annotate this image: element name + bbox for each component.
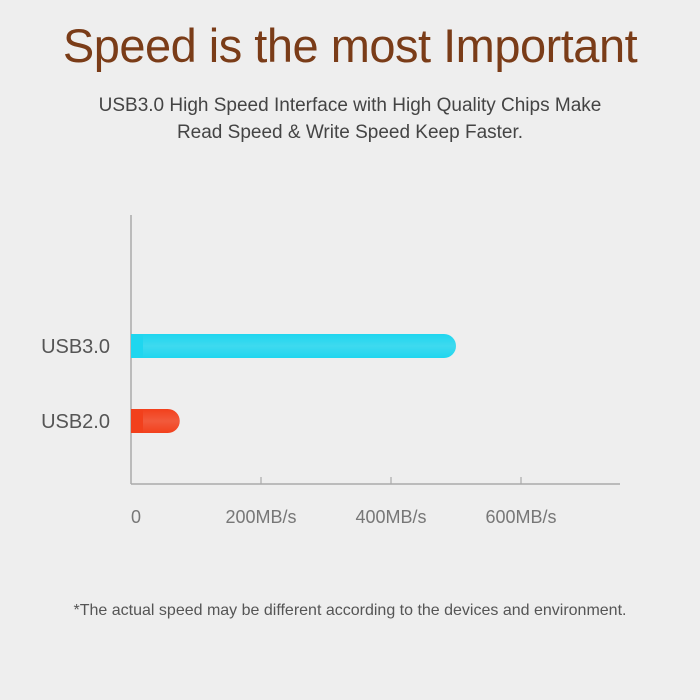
category-label: USB2.0 xyxy=(41,411,110,433)
x-tick-label: 600MB/s xyxy=(485,507,556,527)
subtitle: USB3.0 High Speed Interface with High Qu… xyxy=(0,92,700,146)
subtitle-line-2: Read Speed & Write Speed Keep Faster. xyxy=(176,122,524,143)
footnote: *The actual speed may be different accor… xyxy=(73,602,627,619)
headline: Speed is the most Important xyxy=(62,19,638,72)
bar-usb20 xyxy=(131,409,180,433)
x-tick-label: 200MB/s xyxy=(225,507,296,527)
x-tick-label: 0 xyxy=(131,507,141,527)
category-label: USB3.0 xyxy=(41,336,110,358)
x-tick-label: 400MB/s xyxy=(355,507,426,527)
subtitle-line-1: USB3.0 High Speed Interface with High Qu… xyxy=(98,95,602,116)
bar-left-edge xyxy=(131,409,143,433)
bar-left-edge xyxy=(131,334,143,358)
bar-usb30 xyxy=(131,334,456,358)
